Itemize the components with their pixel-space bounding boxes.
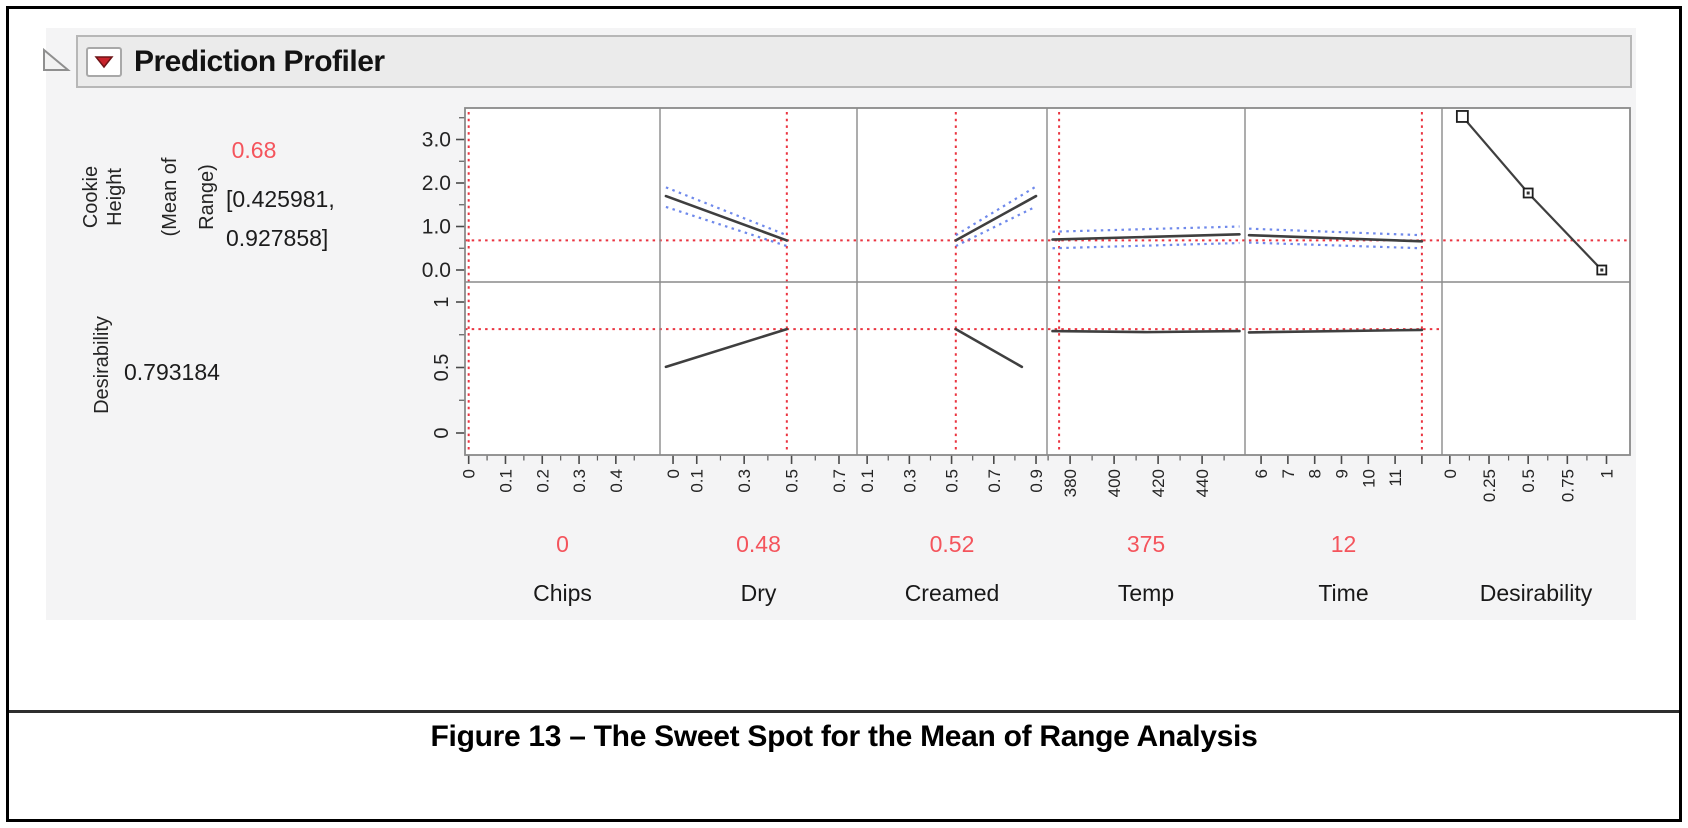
red-triangle-icon	[94, 55, 114, 68]
response2-current-value: 0.793184	[124, 359, 220, 385]
trace-row2-temp	[1051, 329, 1241, 334]
x-tick-label: 10	[1359, 469, 1378, 488]
desirability-handle[interactable]	[1455, 110, 1469, 123]
response1-axis-label: Range)	[196, 164, 218, 230]
x-tick-label: 0.25	[1480, 469, 1499, 502]
x-tick-label: 0.5	[1519, 469, 1538, 493]
desirability-handle-dot	[1600, 268, 1604, 272]
x-tick-label: 11	[1386, 469, 1405, 487]
x-tick-label: 440	[1193, 469, 1212, 497]
factor-name-dry: Dry	[741, 580, 777, 606]
ci-band-creamed	[955, 205, 1037, 248]
x-tick-label: 8	[1306, 469, 1325, 478]
trace-row2-time	[1247, 328, 1424, 334]
x-tick-label: 0.1	[496, 469, 515, 493]
factor-name-temp: Temp	[1118, 580, 1174, 606]
x-tick-label: 0.3	[735, 469, 754, 493]
x-tick-label: 0	[664, 469, 683, 478]
response1-axis-label: (Mean of	[159, 157, 181, 236]
response1-axis-label: Cookie	[80, 166, 102, 228]
x-tick-label: 1	[1598, 469, 1617, 478]
x-tick-label: 0.1	[688, 469, 707, 493]
x-tick-label: 0.5	[783, 469, 802, 493]
figure-caption: Figure 13 – The Sweet Spot for the Mean …	[430, 720, 1258, 753]
factor-name-time: Time	[1318, 580, 1368, 606]
factor-value-creamed[interactable]: 0.52	[930, 531, 975, 557]
response2-axis-label: Desirability	[91, 316, 113, 414]
response1-axis-label: Height	[104, 168, 126, 226]
ci-band-dry	[665, 205, 788, 248]
response1-confidence-interval: [0.425981,	[226, 186, 335, 212]
x-tick-label: 0.3	[900, 469, 919, 493]
x-tick-label: 420	[1149, 469, 1168, 497]
x-tick-label: 0.4	[607, 469, 626, 493]
x-tick-label: 0.75	[1558, 469, 1577, 502]
x-tick-label: 0	[1441, 469, 1460, 478]
x-tick-label: 0.9	[1027, 469, 1046, 493]
ci-band-time	[1248, 227, 1422, 237]
trace-row1-dry	[664, 194, 789, 242]
factor-name-creamed: Creamed	[905, 580, 1000, 606]
factor-value-temp[interactable]: 375	[1127, 531, 1165, 557]
x-tick-label: 7	[1279, 469, 1298, 478]
x-tick-label: 400	[1105, 469, 1124, 497]
ci-band-time	[1248, 241, 1422, 250]
trace-row2-dry	[664, 327, 789, 369]
desirability-handle-dot	[1526, 191, 1530, 195]
factor-name-desirability: Desirability	[1480, 580, 1593, 606]
ci-band-creamed	[955, 185, 1037, 237]
x-tick-label: 9	[1332, 469, 1351, 478]
factor-name-chips: Chips	[533, 580, 592, 606]
trace-row1-time	[1247, 233, 1424, 243]
red-triangle-menu-button[interactable]	[86, 46, 122, 77]
y-tick-label: 1	[431, 296, 453, 307]
y-tick-label: 0.5	[431, 354, 453, 382]
x-tick-label: 0.5	[943, 469, 962, 493]
x-tick-label: 0.2	[533, 469, 552, 493]
x-tick-label: 0.1	[858, 469, 877, 493]
x-tick-label: 0	[460, 469, 479, 478]
disclosure-triangle-icon[interactable]	[40, 44, 74, 74]
caption-divider	[9, 710, 1679, 713]
x-tick-label: 0.7	[830, 469, 849, 493]
factor-value-dry[interactable]: 0.48	[736, 531, 781, 557]
trace-row1-temp	[1051, 233, 1241, 241]
trace-row2-creamed	[954, 327, 1024, 369]
outline-header: Prediction Profiler	[76, 35, 1632, 88]
x-tick-label: 380	[1061, 469, 1080, 497]
x-tick-label: 0.7	[985, 469, 1004, 493]
x-tick-label: 0.3	[570, 469, 589, 493]
response1-confidence-interval: 0.927858]	[226, 225, 328, 251]
y-tick-label: 3.0	[422, 129, 451, 152]
y-tick-label: 0	[431, 427, 453, 438]
x-tick-label: 6	[1252, 469, 1271, 478]
trace-row1-creamed	[954, 194, 1038, 242]
panel-title: Prediction Profiler	[134, 44, 385, 78]
y-tick-label: 2.0	[422, 172, 451, 195]
response1-current-value[interactable]: 0.68	[232, 137, 277, 163]
factor-value-time[interactable]: 12	[1331, 531, 1357, 557]
y-tick-label: 0.0	[422, 259, 451, 282]
factor-value-chips[interactable]: 0	[556, 531, 569, 557]
ci-band-dry	[665, 186, 788, 237]
y-tick-label: 1.0	[422, 216, 451, 239]
